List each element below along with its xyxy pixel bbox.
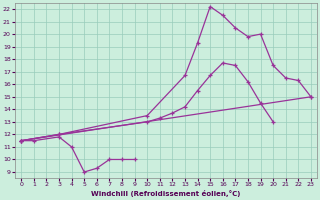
X-axis label: Windchill (Refroidissement éolien,°C): Windchill (Refroidissement éolien,°C) [92,190,241,197]
